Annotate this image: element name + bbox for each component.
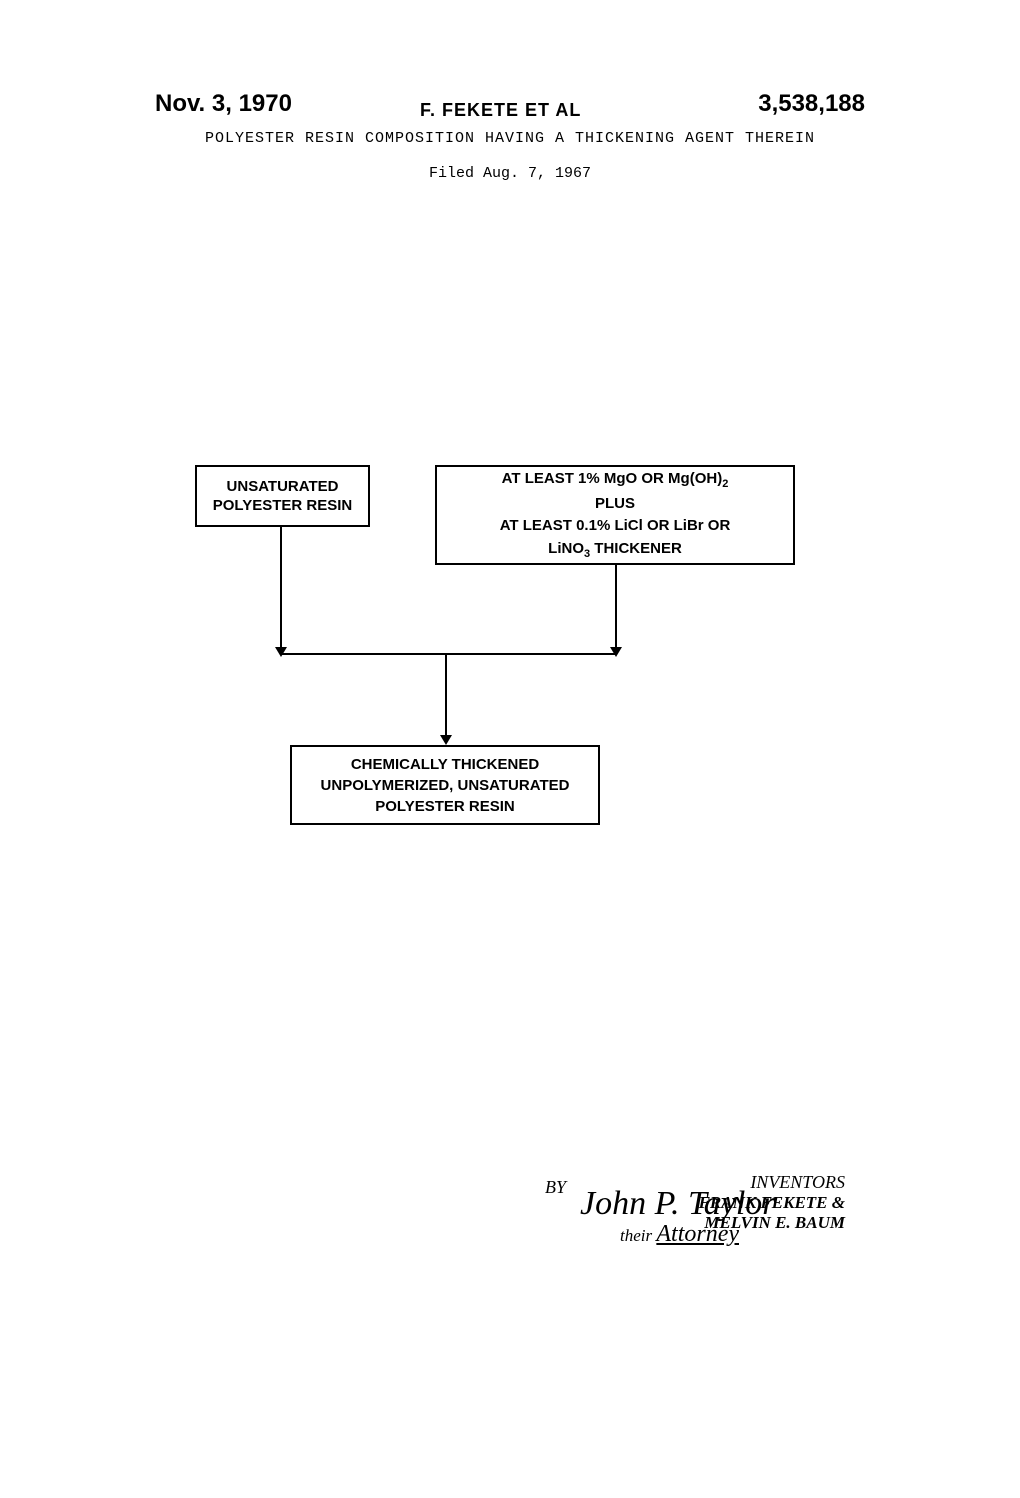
- attorney-label: Attorney: [656, 1221, 739, 1247]
- node-text-line: PLUS: [595, 493, 635, 516]
- patent-number: 3,538,188: [758, 90, 865, 118]
- their-attorney: their Attorney: [620, 1221, 739, 1248]
- node-text-line: UNSATURATED: [227, 477, 339, 497]
- arrowhead-icon: [440, 735, 452, 745]
- arrowhead-icon: [610, 647, 622, 657]
- node-text-line: AT LEAST 0.1% LiCl OR LiBr OR: [500, 515, 731, 538]
- patent-title: POLYESTER RESIN COMPOSITION HAVING A THI…: [0, 130, 1020, 147]
- authors: F. FEKETE ET AL: [420, 100, 581, 121]
- flowchart-node-thickener: AT LEAST 1% MgO OR Mg(OH)2 PLUS AT LEAST…: [435, 465, 795, 565]
- arrowhead-icon: [275, 647, 287, 657]
- node-text-line: POLYESTER RESIN: [375, 796, 514, 817]
- flowchart-node-input-resin: UNSATURATED POLYESTER RESIN: [195, 465, 370, 527]
- attorney-signature: John P. Taylor: [580, 1185, 776, 1223]
- node-text-line: LiNO3 THICKENER: [548, 538, 682, 563]
- issue-date: Nov. 3, 1970: [155, 90, 292, 118]
- node-text-line: POLYESTER RESIN: [213, 496, 352, 516]
- by-label: BY: [545, 1177, 566, 1198]
- flowchart-edge: [445, 653, 447, 741]
- flowchart-node-output-resin: CHEMICALLY THICKENED UNPOLYMERIZED, UNSA…: [290, 745, 600, 825]
- node-text-line: UNPOLYMERIZED, UNSATURATED: [321, 775, 570, 796]
- node-text-line: AT LEAST 1% MgO OR Mg(OH)2: [502, 468, 729, 493]
- flowchart-edge: [280, 527, 282, 653]
- node-text-line: CHEMICALLY THICKENED: [351, 754, 539, 775]
- filed-date: Filed Aug. 7, 1967: [0, 165, 1020, 182]
- flowchart-diagram: UNSATURATED POLYESTER RESIN AT LEAST 1% …: [195, 465, 855, 865]
- flowchart-edge: [615, 565, 617, 653]
- flowchart-edge: [280, 653, 617, 655]
